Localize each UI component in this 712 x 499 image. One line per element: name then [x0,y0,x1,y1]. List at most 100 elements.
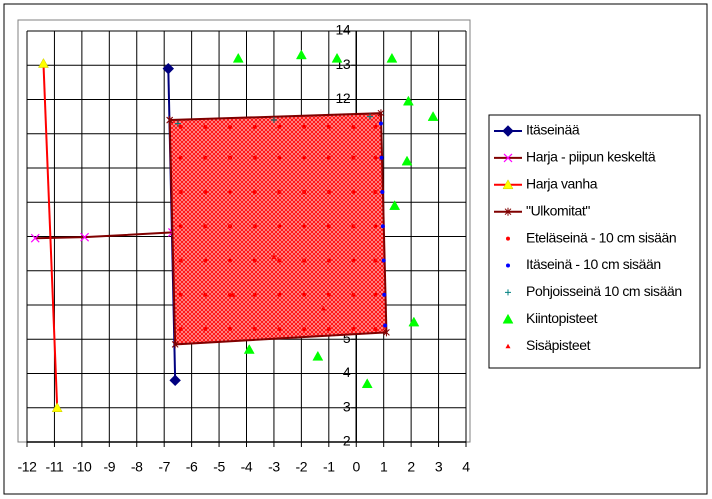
marker [252,292,257,297]
marker [302,326,307,331]
marker [401,155,413,166]
marker [326,224,331,229]
marker [243,344,255,354]
marker [373,189,378,194]
marker [252,224,257,229]
x-tick-label: -1 [323,459,335,475]
x-tick-label: -8 [131,459,143,475]
legend [488,114,701,369]
marker [373,292,378,297]
marker [351,189,356,194]
marker [320,305,326,311]
marker [252,326,257,331]
marker [373,258,378,263]
marker [252,124,257,129]
marker [178,124,183,129]
marker [503,153,513,163]
marker [174,120,181,127]
marker [171,340,179,349]
marker [351,124,356,129]
x-tick-label: -12 [17,459,37,475]
marker [302,155,307,160]
x-tick-label: -11 [45,459,64,475]
series-line [42,63,59,408]
marker [505,343,511,349]
x-tick-label: -2 [296,459,308,475]
marker [366,113,373,120]
marker [506,236,510,241]
marker [228,155,233,160]
marker [252,189,257,194]
marker [502,125,514,137]
marker [30,233,40,243]
marker [277,189,282,194]
marker [252,258,257,263]
marker [373,124,378,129]
marker [228,124,233,129]
marker [326,292,331,297]
marker [351,258,356,263]
marker [326,124,331,129]
marker [162,62,175,75]
marker [302,292,307,297]
y-tick-label: 12 [335,90,350,106]
marker [351,155,356,160]
marker [373,326,378,331]
marker [331,52,343,63]
x-tick-label: 1 [380,459,388,475]
legend-label: Kiintopisteet [526,310,598,326]
marker [302,224,307,229]
marker [178,292,183,297]
marker [361,378,373,389]
y-tick-label: 14 [335,22,350,38]
marker [378,121,383,126]
legend-label: Pohjoisseinä 10 cm sisään [526,283,682,299]
marker [203,155,208,160]
marker [351,224,356,229]
x-tick-label: -9 [103,459,115,475]
x-tick-label: 4 [462,459,470,475]
marker [502,179,514,190]
marker [230,292,236,297]
x-tick-label: 2 [407,459,415,475]
marker [380,224,385,229]
marker [277,258,282,263]
x-tick-label: -7 [158,459,170,475]
legend-label: Itäseinä - 10 cm sisään [526,256,661,272]
marker [228,224,233,229]
legend-label: Itäseinää [526,122,580,138]
marker [203,224,208,229]
marker [178,258,183,263]
x-tick-label: -10 [72,459,92,475]
marker [312,350,324,361]
x-tick-label: 3 [435,459,443,475]
marker [383,328,390,337]
marker [386,52,398,63]
marker [203,326,208,331]
x-tick-label: -5 [213,459,225,475]
legend-label: Harja - piipun keskeltä [526,149,656,165]
marker [270,117,277,124]
marker [80,232,90,242]
marker [505,289,511,296]
marker [402,95,414,106]
marker [506,263,510,268]
marker [326,155,331,160]
x-tick-label: -6 [186,459,198,475]
marker [383,323,388,328]
marker [295,49,307,60]
legend-label: Eteläseinä - 10 cm sisään [526,229,676,245]
marker [169,374,181,387]
legend-label: Sisäpisteet [526,337,591,353]
marker [377,109,385,118]
x-tick-label: 0 [353,459,361,475]
marker [203,258,208,263]
marker [351,326,356,331]
marker [373,155,378,160]
marker [203,292,208,297]
marker [277,155,282,160]
marker [277,326,282,331]
marker [203,189,208,194]
marker [502,313,514,324]
legend-label: Harja vanha [526,176,598,192]
